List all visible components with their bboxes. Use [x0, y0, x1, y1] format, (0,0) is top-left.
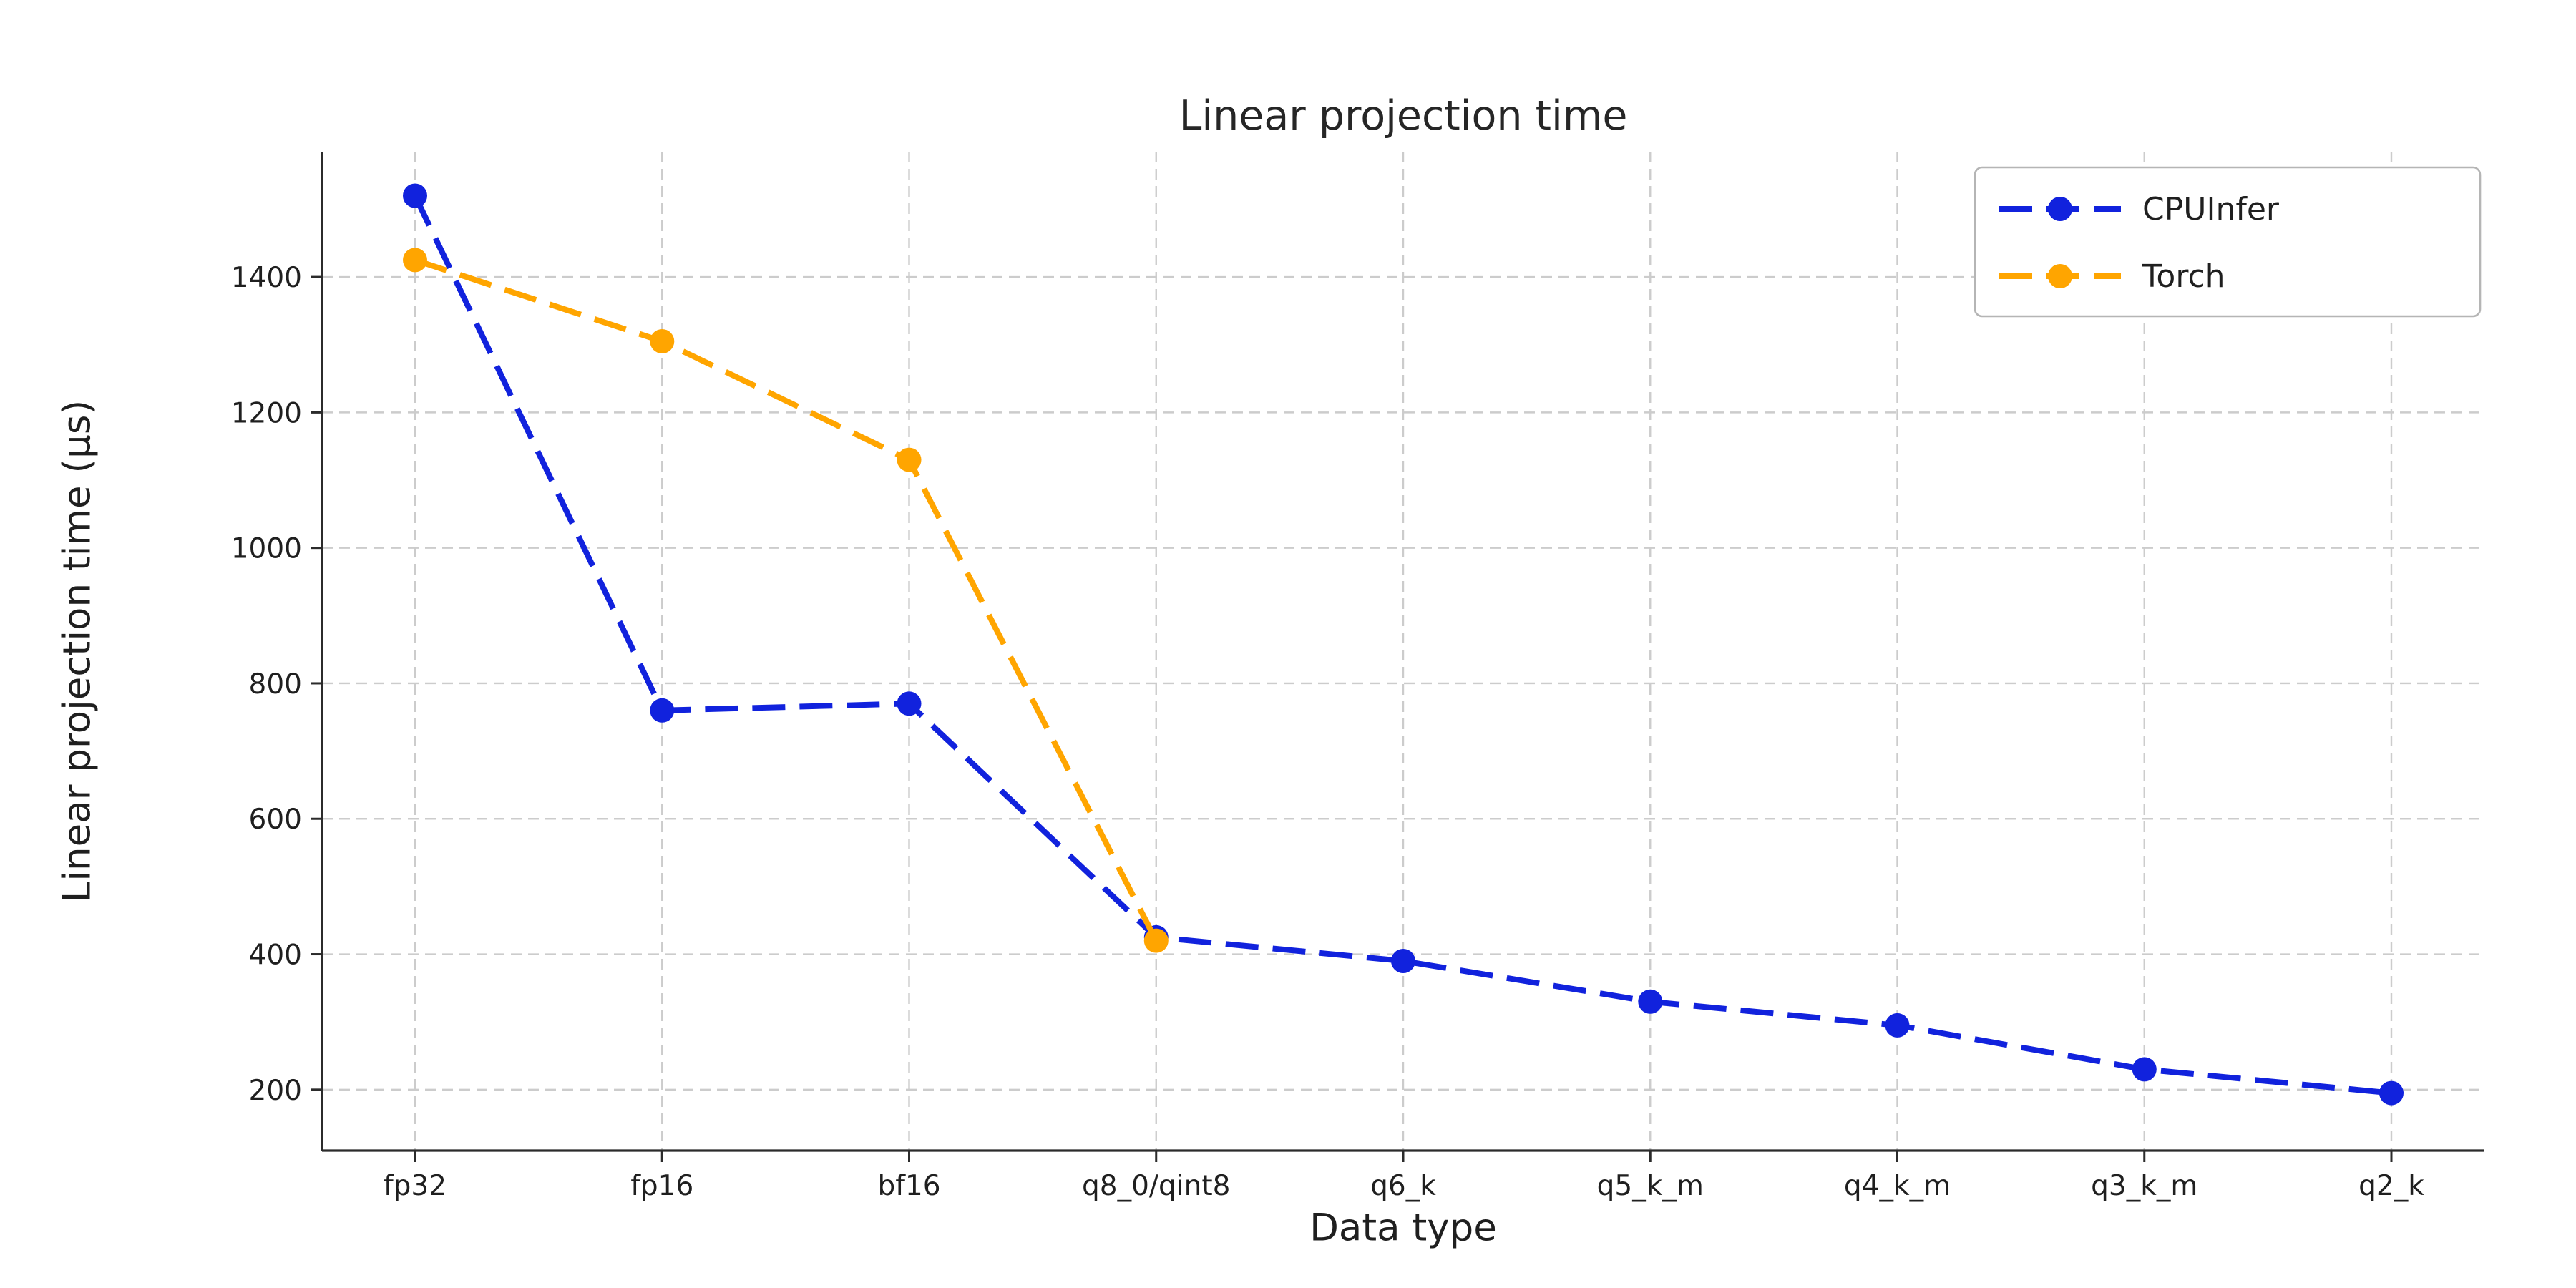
series-marker-CPUInfer — [897, 691, 922, 716]
x-axis-label: Data type — [1309, 1206, 1497, 1250]
y-tick-label: 800 — [249, 668, 302, 701]
x-tick-label: q8_0/qint8 — [1082, 1170, 1230, 1202]
x-tick-label: fp32 — [384, 1170, 447, 1202]
chart-title: Linear projection time — [1179, 92, 1628, 140]
y-axis-label: Linear projection time (µs) — [55, 399, 99, 903]
y-tick-label: 1000 — [231, 533, 302, 565]
legend-label: CPUInfer — [2142, 191, 2280, 228]
x-tick-label: q6_k — [1370, 1170, 1436, 1202]
x-tick-label: bf16 — [877, 1170, 940, 1202]
series-marker-CPUInfer — [650, 698, 675, 723]
series-marker-CPUInfer — [1638, 989, 1663, 1014]
series-marker-Torch — [403, 248, 427, 273]
x-tick-label: q2_k — [2358, 1170, 2424, 1202]
legend-label: Torch — [2142, 258, 2225, 295]
y-tick-label: 400 — [249, 940, 302, 972]
y-tick-label: 1200 — [231, 397, 302, 429]
x-tick-label: q5_k_m — [1597, 1170, 1704, 1202]
series-marker-CPUInfer — [403, 183, 427, 208]
series-line-Torch — [414, 257, 1159, 942]
x-tick-label: q3_k_m — [2091, 1170, 2197, 1202]
series-marker-CPUInfer — [1885, 1013, 1910, 1038]
y-tick-label: 200 — [249, 1075, 302, 1107]
y-tick-label: 600 — [249, 804, 302, 836]
x-tick-label: fp16 — [630, 1170, 693, 1202]
x-tick-label: q4_k_m — [1844, 1170, 1951, 1202]
series-marker-Torch — [1143, 928, 1169, 953]
series-marker-Torch — [897, 447, 922, 472]
y-tick-label: 1400 — [231, 262, 302, 294]
series-marker-CPUInfer — [2379, 1080, 2404, 1106]
legend-box — [1974, 166, 2482, 318]
legend-sample-marker — [2048, 264, 2072, 288]
series-marker-CPUInfer — [2132, 1057, 2157, 1082]
legend-sample-marker — [2048, 197, 2072, 221]
series-marker-CPUInfer — [1391, 949, 1415, 973]
series-marker-Torch — [650, 329, 675, 353]
